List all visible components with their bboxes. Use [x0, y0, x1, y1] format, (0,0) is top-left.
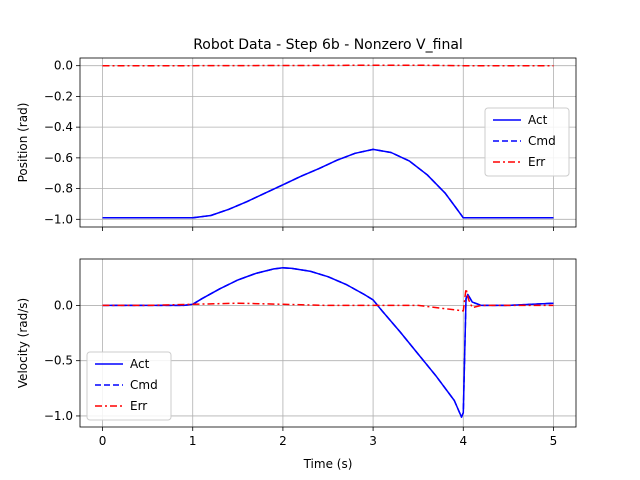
y-axis-label: Position (rad) [16, 103, 30, 183]
chart-title: Robot Data - Step 6b - Nonzero V_final [193, 37, 463, 53]
legend-label: Act [130, 357, 150, 371]
x-tick-label: 5 [550, 434, 558, 448]
legend-label: Err [130, 399, 147, 413]
x-tick-label: 2 [279, 434, 287, 448]
series-line-err [102, 64, 554, 67]
y-tick-label: −1.0 [44, 212, 73, 226]
series-line-cmd [102, 148, 554, 219]
legend-label: Act [528, 113, 548, 127]
y-tick-label: −0.8 [44, 182, 73, 196]
y-tick-label: 0.0 [54, 59, 73, 73]
y-tick-label: 0.0 [54, 298, 73, 312]
y-axis-label: Velocity (rad/s) [16, 298, 30, 388]
legend: Act Cmd Err [86, 351, 172, 421]
axes-frame [79, 258, 577, 428]
legend-label: Cmd [528, 134, 556, 148]
y-tick-label: −1.0 [44, 409, 73, 423]
velocity-subplot: 0 1 2 3 4 5 −1.0 −0.5 0.0 Velocity (rad/s) Time (s… [16, 258, 577, 471]
x-tick-label: 0 [99, 434, 107, 448]
y-tick-label: −0.4 [44, 120, 73, 134]
legend-label: Err [528, 155, 545, 169]
legend-box [86, 351, 172, 421]
y-tick-label: −0.2 [44, 89, 73, 103]
legend: Act Cmd Err [484, 107, 570, 177]
legend-box [484, 107, 570, 177]
position-subplot: −1.0 −0.8 −0.6 −0.4 −0.2 0.0 Position (rad) Act… [16, 57, 577, 231]
axes-frame [79, 57, 577, 228]
series-line-cmd [102, 267, 554, 418]
x-tick-label: 3 [369, 434, 377, 448]
y-tick-label: −0.5 [44, 354, 73, 368]
legend-label: Cmd [130, 378, 158, 392]
series-line-err [102, 288, 554, 312]
x-tick-label: 1 [189, 434, 197, 448]
x-axis-label: Time (s) [303, 457, 353, 471]
x-tick-label: 4 [459, 434, 467, 448]
y-tick-label: −0.6 [44, 151, 73, 165]
